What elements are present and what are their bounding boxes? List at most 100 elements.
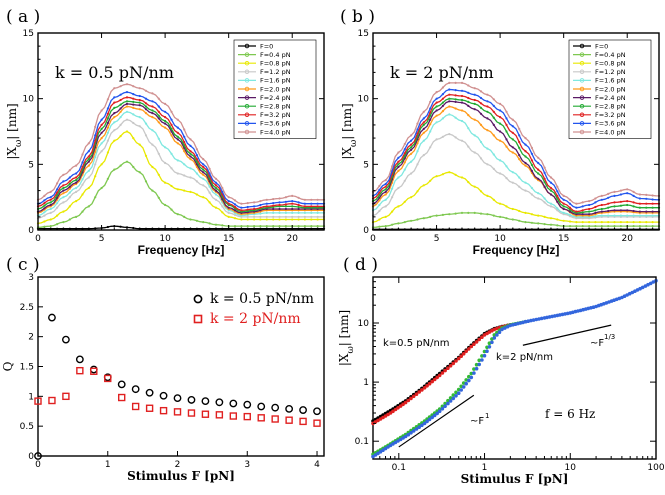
- panel-a-series-point: [68, 191, 71, 194]
- panel-a-series-point: [253, 215, 256, 218]
- panel-c-legend-marker: [193, 294, 203, 304]
- panel-b-series-point: [581, 211, 584, 214]
- panel-a-series-point: [189, 218, 192, 221]
- panel-a-series-point: [214, 177, 218, 180]
- panel-a-series-point: [62, 180, 65, 183]
- panel-d-series-point: [403, 400, 408, 405]
- panel-b-series-point: [473, 93, 476, 96]
- panel-b-series-point: [378, 191, 381, 194]
- panel-d-series-point: [448, 396, 453, 400]
- panel-b-series-point: [524, 137, 527, 140]
- panel-a-series-point: [68, 196, 71, 199]
- panel-b-series-point: [435, 114, 438, 117]
- panel-d-series-point: [456, 356, 461, 361]
- panel-a-series-point: [43, 225, 46, 228]
- panel-a-series-point: [214, 184, 218, 187]
- panel-d-series-point: [461, 385, 466, 389]
- panel-a-series-point: [132, 121, 135, 125]
- panel-a-y-tick-label: 15: [23, 29, 34, 39]
- panel-a-series-point: [94, 134, 97, 137]
- panel-a-series-point: [125, 130, 129, 133]
- panel-b-legend-marker: [579, 86, 585, 92]
- panel-b-series-point: [467, 104, 470, 107]
- panel-b-series-point: [384, 190, 387, 193]
- panel-a-series-point: [125, 105, 129, 108]
- panel-a-series-point: [106, 131, 109, 134]
- panel-b-series-point: [391, 196, 394, 199]
- panel-a-series-point: [43, 194, 46, 197]
- panel-b-series-point: [651, 194, 654, 197]
- panel-b-series-point: [479, 90, 483, 93]
- panel-b-legend-marker: [579, 69, 585, 75]
- panel-b-series-point: [530, 186, 534, 190]
- panel-a-series-point: [214, 198, 218, 201]
- panel-a-series-point: [113, 129, 116, 132]
- panel-b-series-point: [556, 207, 559, 210]
- panel-a-series-point: [100, 131, 103, 134]
- panel-a-series-point: [113, 168, 116, 171]
- panel-b-series-point: [435, 105, 438, 108]
- panel-a-series-point: [132, 165, 135, 169]
- panel-c-point-k2: [257, 414, 265, 422]
- panel-b-series-point: [581, 201, 584, 204]
- panel-b-series-point: [562, 194, 565, 197]
- panel-b-series-point: [568, 206, 572, 209]
- panel-b-series-point: [467, 91, 470, 94]
- panel-a-series-point: [62, 201, 65, 204]
- panel-a-series-point: [106, 225, 109, 229]
- panel-c-point-k05: [117, 380, 126, 389]
- panel-a-series-point: [170, 184, 173, 188]
- panel-a-series-point: [253, 205, 256, 208]
- panel-b-series-point: [467, 84, 470, 87]
- panel-b-series-point: [518, 209, 521, 213]
- panel-b-series-point: [473, 118, 476, 121]
- panel-a-series-point: [49, 218, 52, 221]
- panel-a-series-point: [138, 171, 141, 174]
- panel-a-series-point: [43, 227, 46, 230]
- panel-a-series-point: [240, 225, 243, 228]
- panel-c-point-k05: [145, 388, 154, 397]
- panel-b-series-point: [556, 185, 559, 188]
- panel-b-series-point: [499, 122, 502, 125]
- panel-a-series-point: [291, 200, 294, 203]
- panel-b-series-point: [607, 209, 610, 213]
- panel-a-series-point: [316, 211, 319, 214]
- panel-b-series-line: [372, 94, 659, 213]
- panel-a-series-point: [100, 142, 103, 145]
- panel-b-series-point: [619, 189, 623, 192]
- panel-a-series-point: [246, 205, 249, 209]
- panel-a-series-point: [278, 215, 281, 218]
- panel-b-series-point: [492, 110, 495, 113]
- panel-b-series-point: [594, 225, 597, 228]
- panel-a-legend-marker: [244, 52, 250, 57]
- panel-b-series-point: [518, 134, 521, 137]
- panel-b-series-point: [588, 221, 591, 224]
- panel-b-series-point: [511, 118, 514, 121]
- panel-a-series-point: [272, 227, 275, 230]
- panel-b-series-point: [479, 123, 483, 126]
- panel-a-series-point: [81, 227, 84, 230]
- panel-a-series-point: [176, 138, 179, 141]
- panel-c-point-k05: [257, 402, 266, 411]
- panel-a-series-point: [214, 206, 218, 209]
- panel-c-chart: 0 1 2 3 4 0 0.5 1 1.5 2 2.5 3 Stimulus F [pN] Qk = 0.…: [1, 273, 325, 483]
- panel-b-series-point: [568, 225, 572, 228]
- panel-c-x-tick-label: 1: [105, 460, 111, 470]
- panel-a-series-point: [75, 179, 78, 182]
- panel-b-series-point: [416, 122, 419, 125]
- panel-a-series-point: [43, 214, 46, 217]
- panel-a-series-point: [246, 225, 249, 228]
- panel-d-series-point: [523, 319, 528, 324]
- panel-a-series-point: [297, 203, 300, 207]
- panel-a-legend-entry: F=0: [260, 42, 273, 50]
- panel-b-series-point: [594, 221, 597, 224]
- panel-b-series-point: [492, 153, 495, 156]
- panel-a-series-point: [62, 210, 65, 213]
- panel-a-series-point: [106, 112, 109, 115]
- panel-a-series-point: [202, 165, 205, 169]
- panel-a-series-point: [56, 214, 59, 217]
- panel-b-series-point: [607, 192, 610, 195]
- panel-b-series-point: [537, 214, 540, 217]
- panel-d-series-point: [456, 391, 461, 396]
